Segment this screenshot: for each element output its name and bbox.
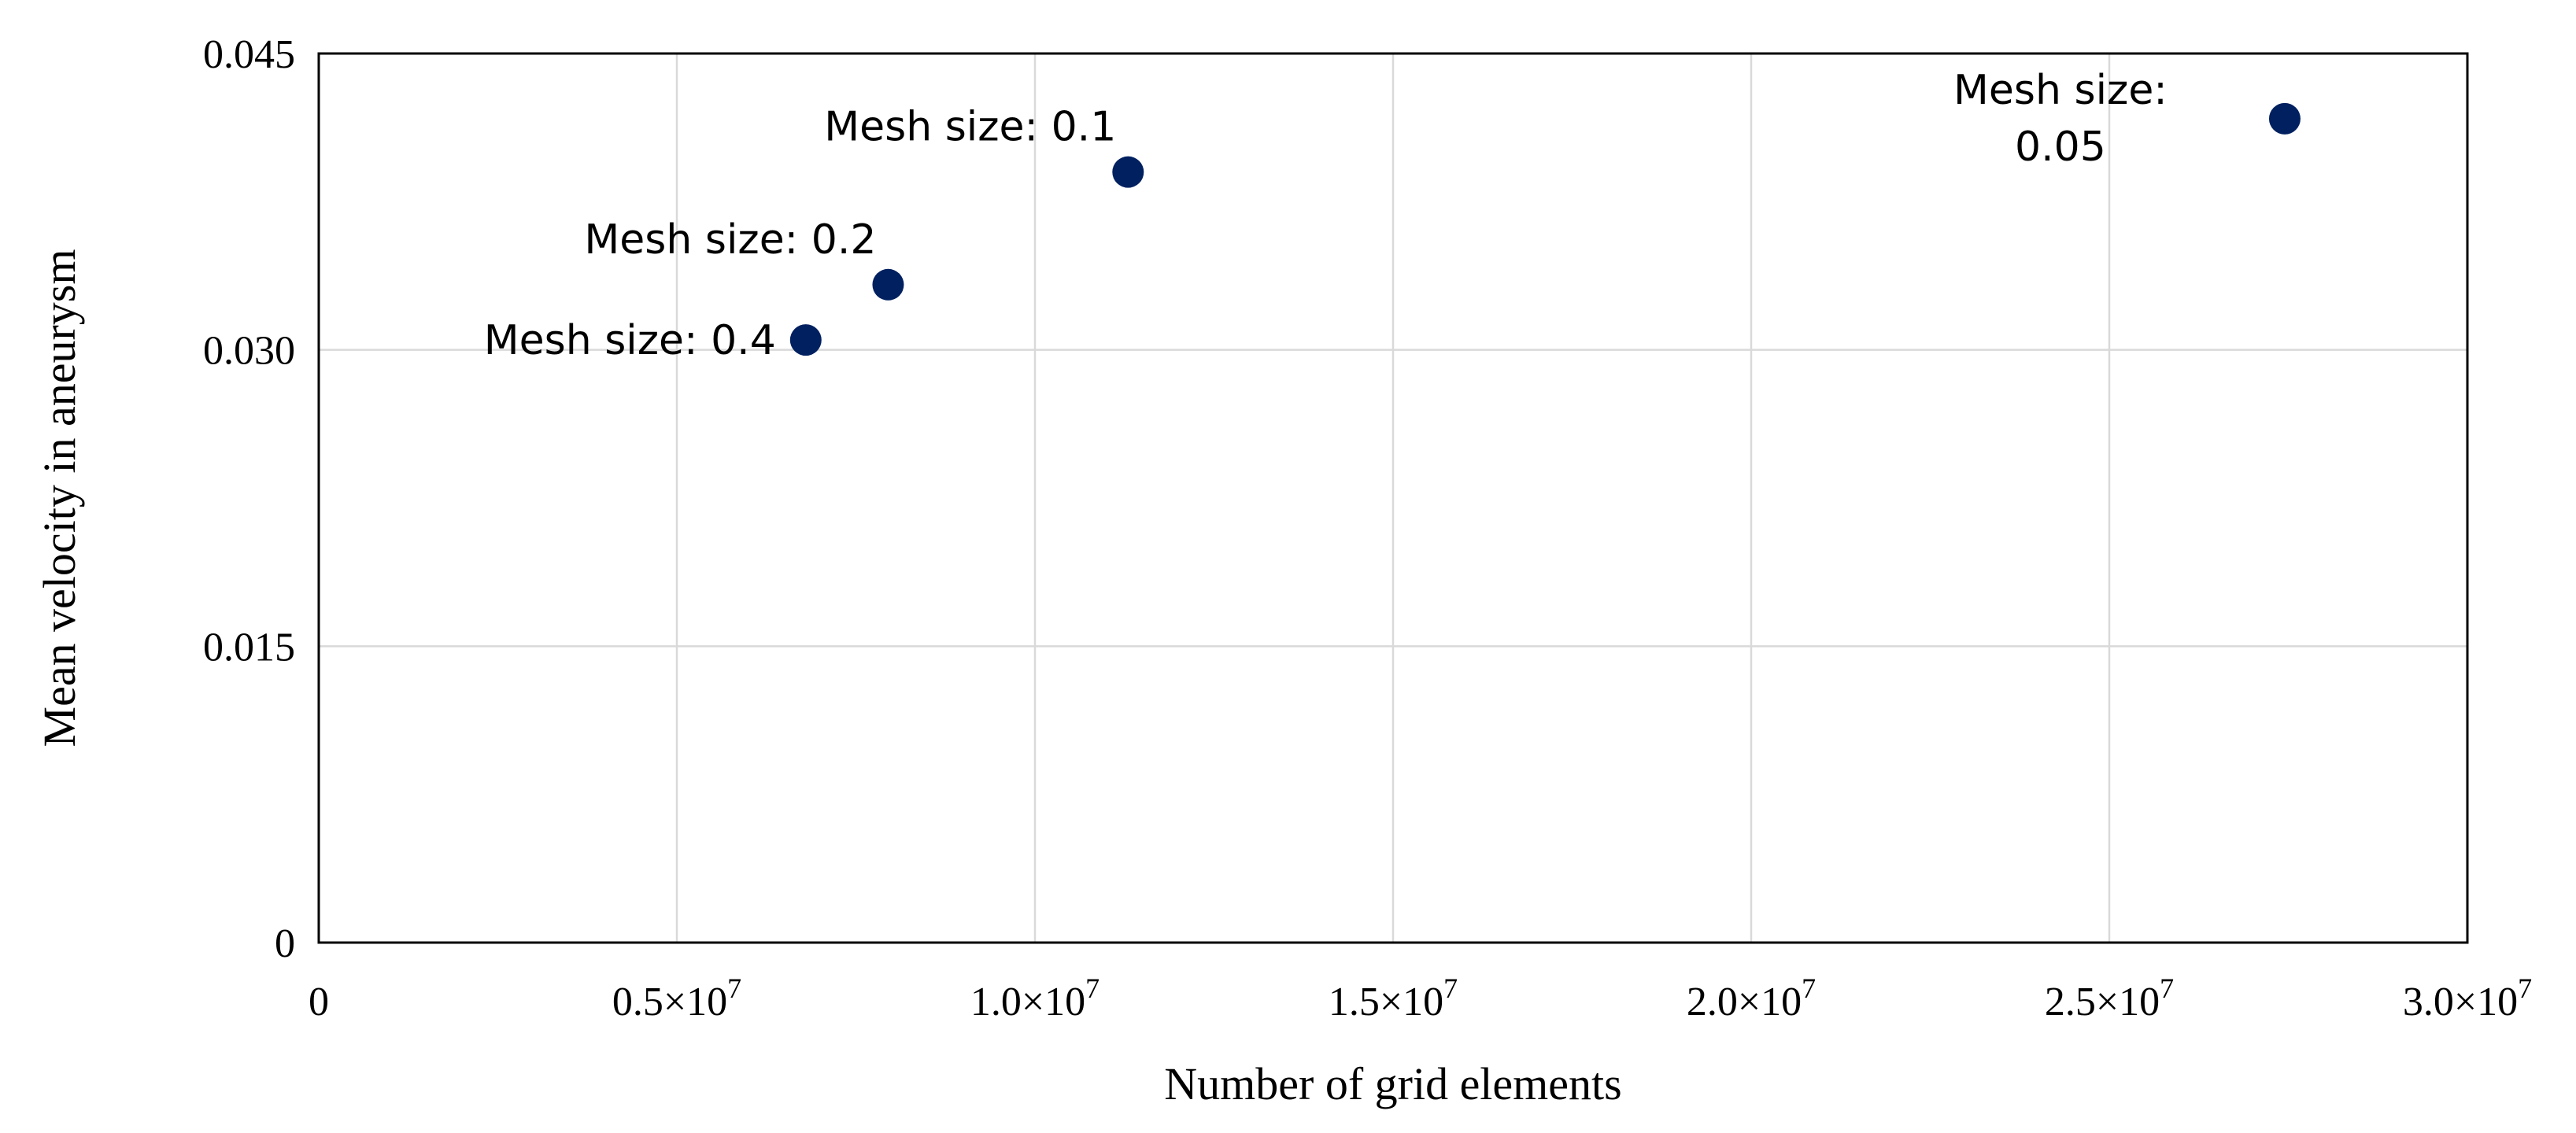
- point-annotations: Mesh size: 0.4 Mesh size: 0.2 Mesh size: 0…: [484, 67, 2168, 364]
- data-point: [872, 268, 904, 301]
- x-axis-title: Number of grid elements: [1164, 1058, 1621, 1109]
- x-tick-times-ten: ×10: [2454, 980, 2518, 1024]
- x-tick-exponent: 7: [727, 972, 741, 1004]
- grid-lines: [319, 54, 2467, 943]
- x-tick-exponent: 7: [1443, 972, 1458, 1004]
- x-tick-mantissa: 0: [309, 980, 329, 1024]
- x-tick-label: 0.5×107: [612, 972, 741, 1024]
- x-tick-label: 0: [309, 980, 329, 1024]
- x-tick-label: 2.0×107: [1687, 972, 1816, 1024]
- x-tick-exponent: 7: [2160, 972, 2174, 1004]
- x-tick-times-ten: ×10: [1380, 980, 1443, 1024]
- axis-tick-labels: 0 0.5×107 1.0×107 1.5×107 2.0×107 2.5×107 3.0×…: [203, 32, 2532, 1024]
- y-tick-label: 0.015: [203, 625, 295, 670]
- data-point: [1112, 156, 1144, 188]
- point-label: 0.05: [2015, 124, 2106, 171]
- plot-area-frame: [317, 52, 2469, 944]
- y-tick-label: 0.030: [203, 329, 295, 374]
- y-tick-label: 0.045: [203, 32, 295, 77]
- point-label: Mesh size: 0.2: [584, 216, 876, 264]
- point-label: Mesh size: 0.4: [484, 317, 776, 364]
- x-tick-label: 1.5×107: [1329, 972, 1458, 1024]
- x-tick-mantissa: 2.5: [2045, 980, 2096, 1024]
- x-tick-times-ten: ×10: [663, 980, 727, 1024]
- point-label: Mesh size:: [1953, 67, 2168, 114]
- x-tick-mantissa: 3.0: [2403, 980, 2454, 1024]
- x-tick-mantissa: 1.5: [1329, 980, 1380, 1024]
- x-tick-times-ten: ×10: [1022, 980, 1085, 1024]
- x-tick-mantissa: 2.0: [1687, 980, 1738, 1024]
- data-point: [2268, 102, 2301, 135]
- x-tick-exponent: 7: [2518, 972, 2532, 1004]
- x-tick-mantissa: 0.5: [612, 980, 663, 1024]
- point-label: Mesh size: 0.1: [824, 104, 1116, 151]
- x-tick-label: 1.0×107: [970, 972, 1100, 1024]
- x-tick-times-ten: ×10: [2096, 980, 2160, 1024]
- y-axis-title: Mean velocity in aneurysm: [34, 249, 85, 747]
- x-tick-mantissa: 1.0: [970, 980, 1022, 1024]
- x-tick-exponent: 7: [1802, 972, 1816, 1004]
- data-point: [789, 324, 822, 356]
- x-tick-label: 3.0×107: [2403, 972, 2532, 1024]
- x-tick-exponent: 7: [1085, 972, 1100, 1004]
- x-tick-label: 2.5×107: [2045, 972, 2174, 1024]
- x-tick-times-ten: ×10: [1738, 980, 1802, 1024]
- y-tick-label: 0: [275, 921, 295, 966]
- data-points: [789, 102, 2301, 356]
